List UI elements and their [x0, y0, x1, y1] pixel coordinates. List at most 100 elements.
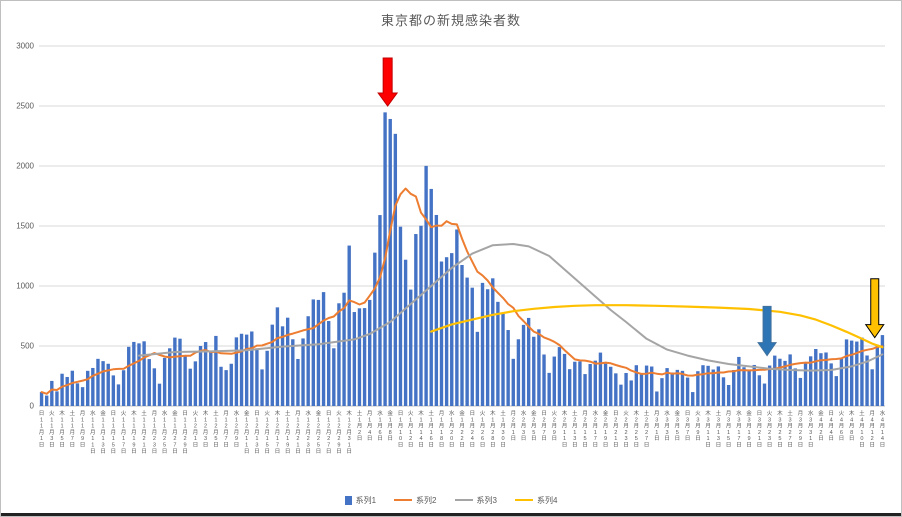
- bar: [706, 365, 710, 406]
- blue-arrow[interactable]: [757, 305, 778, 357]
- bar: [198, 346, 203, 406]
- bar: [691, 392, 695, 406]
- bar: [475, 331, 480, 406]
- red-arrow[interactable]: [377, 57, 399, 107]
- bar: [839, 358, 844, 406]
- bar: [193, 361, 198, 406]
- bar: [362, 308, 367, 406]
- bar: [352, 312, 357, 406]
- bar: [870, 369, 874, 406]
- bar: [685, 377, 690, 406]
- legend: 系列1 系列2 系列3 系列4: [1, 493, 901, 507]
- bar: [880, 335, 885, 406]
- bar: [132, 341, 136, 406]
- bar: [798, 377, 803, 406]
- bar: [311, 299, 315, 406]
- bar: [455, 229, 459, 406]
- bar: [834, 376, 838, 406]
- bar: [793, 368, 797, 406]
- bar: [162, 357, 167, 406]
- bar: [824, 352, 828, 406]
- legend-item-series3[interactable]: 系列3: [454, 495, 497, 506]
- legend-label: 系列2: [416, 495, 437, 505]
- bar: [137, 343, 141, 406]
- bar: [675, 369, 680, 406]
- bar: [511, 358, 515, 406]
- bar: [373, 252, 377, 406]
- bar: [70, 370, 75, 406]
- bar: [470, 287, 474, 406]
- bar: [106, 363, 110, 406]
- legend-item-series2[interactable]: 系列2: [394, 495, 437, 506]
- bar: [337, 303, 341, 406]
- bar: [101, 361, 105, 406]
- legend-item-series1[interactable]: 系列1: [344, 495, 376, 506]
- bar: [450, 253, 454, 406]
- bar: [157, 383, 162, 406]
- bar: [444, 257, 449, 406]
- bar: [573, 361, 577, 406]
- bar: [844, 339, 849, 406]
- bar: [788, 354, 792, 406]
- bar: [80, 387, 85, 406]
- bar: [234, 337, 239, 406]
- bar: [439, 261, 444, 406]
- bar: [260, 369, 264, 406]
- bar: [434, 214, 439, 406]
- legend-label: 系列3: [476, 495, 497, 505]
- bar: [680, 370, 685, 406]
- bar: [91, 367, 95, 406]
- yellow-arrow[interactable]: [864, 278, 885, 339]
- gridlines: [39, 45, 885, 347]
- bar: [701, 365, 705, 406]
- bar: [588, 364, 592, 406]
- bar: [168, 348, 172, 406]
- bar: [557, 347, 562, 406]
- bar: [670, 372, 674, 406]
- legend-label: 系列4: [536, 495, 558, 505]
- bar: [409, 289, 413, 406]
- svg-text:0: 0: [30, 402, 35, 411]
- bar: [593, 360, 597, 406]
- bar: [357, 308, 362, 406]
- bar: [491, 278, 495, 406]
- bar: [732, 370, 736, 406]
- bar: [609, 366, 613, 406]
- legend-item-series4[interactable]: 系列4: [514, 495, 558, 506]
- bar: [147, 359, 151, 406]
- bar: [96, 358, 100, 406]
- bar: [265, 350, 269, 406]
- bar: [526, 317, 531, 406]
- bar: [460, 265, 464, 406]
- bar: [814, 349, 818, 406]
